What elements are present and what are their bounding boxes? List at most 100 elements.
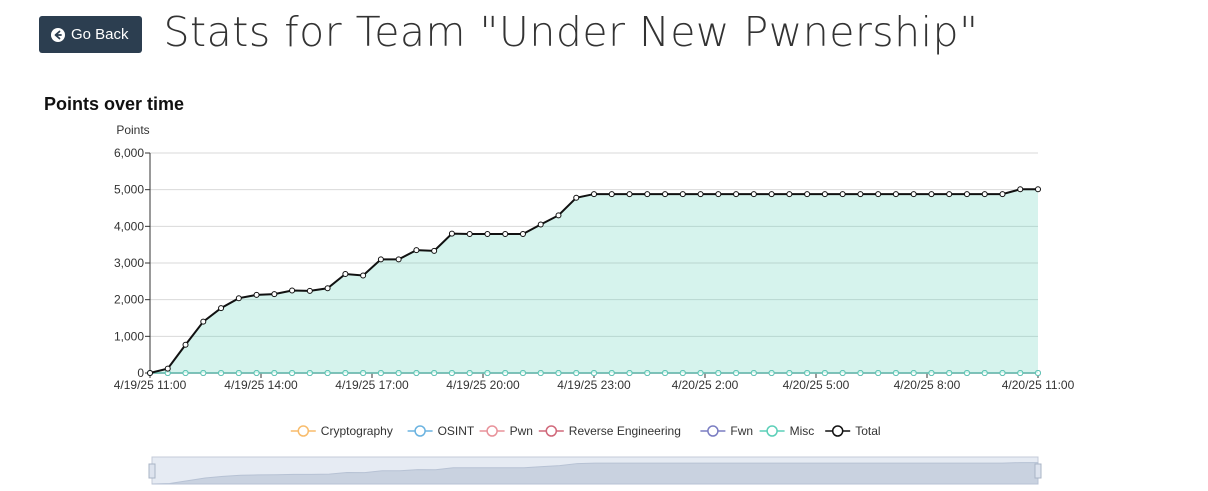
data-point-total [839,191,846,198]
data-point-total [999,191,1006,198]
data-point-total [768,191,775,198]
data-point-total [342,271,349,277]
legend-item-fwn[interactable]: Fwn [700,424,753,438]
data-point-misc [519,370,526,376]
data-point-misc [306,370,313,376]
data-point-total [626,191,633,198]
data-point-total [821,191,828,198]
legend-item-misc[interactable]: Misc [759,424,815,438]
data-point-misc [413,370,420,376]
data-point-total [697,191,704,198]
data-point-misc [591,370,597,376]
data-point-total [750,191,757,198]
legend-label: Fwn [730,424,753,438]
data-point-misc [377,370,384,376]
data-point-total [910,191,917,198]
x-tick-label: 4/19/25 23:00 [557,378,631,392]
zoom-slider-right-handle[interactable] [1034,463,1042,479]
data-point-misc [182,370,189,376]
data-point-total [235,295,242,302]
legend-item-pwn[interactable]: Pwn [479,424,533,438]
data-point-misc [200,370,207,376]
data-point-misc [804,370,811,376]
data-point-misc [289,370,296,376]
arrow-left-circle-icon [51,27,65,42]
data-point-total [963,191,970,198]
data-point-total [360,272,367,279]
data-point-misc [910,370,917,376]
data-point-misc [768,370,775,376]
y-axis-label: Points [116,123,149,137]
data-point-total [1017,186,1024,193]
data-point-misc [253,370,260,376]
y-tick-label: 4,000 [114,219,144,233]
data-point-misc [342,370,349,376]
legend-item-reverse-engineering[interactable]: Reverse Engineering [538,424,681,438]
zoom-slider-left-handle[interactable] [148,463,156,479]
data-point-total [804,191,811,198]
data-point-total [431,247,438,254]
go-back-label: Go Back [71,26,129,43]
data-point-misc [608,370,615,376]
data-point-total [875,191,882,198]
data-point-misc [537,370,544,376]
legend-label: Pwn [510,424,533,438]
data-point-total [644,191,651,198]
data-point-misc [448,370,455,376]
data-point-total [786,191,793,198]
legend-item-osint[interactable]: OSINT [407,424,475,438]
x-tick-label: 4/19/25 17:00 [335,378,409,392]
x-tick-label: 4/19/25 20:00 [446,378,520,392]
data-point-total [502,231,509,238]
page-title: Stats for Team "Under New Pwnership" [163,8,979,56]
y-tick-label: 2,000 [114,293,144,307]
data-point-misc [839,370,846,376]
data-point-total [164,365,171,372]
data-point-misc [431,370,438,376]
legend-label: OSINT [438,424,475,438]
x-tick-label: 4/20/25 2:00 [672,378,739,392]
chart-title: Points over time [44,94,185,114]
data-point-total [306,287,313,294]
go-back-button[interactable]: Go Back [39,16,142,53]
data-point-misc [1035,370,1041,376]
data-point-total [537,221,544,228]
data-point-total [573,194,580,201]
data-point-misc [360,370,367,376]
data-point-misc [555,370,562,376]
data-point-misc [626,370,633,376]
data-point-total [928,191,935,198]
data-point-total [218,305,225,312]
legend-item-total[interactable]: Total [825,424,881,438]
data-point-total [324,285,331,292]
data-point-misc [875,370,882,376]
data-point-total [377,256,384,263]
legend-label: Cryptography [321,424,393,438]
data-point-total [591,191,597,198]
data-point-total [662,191,669,198]
data-point-misc [679,370,686,376]
data-point-total [555,212,562,219]
legend-item-cryptography[interactable]: Cryptography [290,424,393,438]
data-point-misc [235,370,242,376]
legend-label: Reverse Engineering [569,424,681,438]
data-point-total [892,191,899,198]
y-tick-label: 0 [137,366,144,380]
data-point-misc [395,370,402,376]
page-header: Go Back Stats for Team "Under New Pwners… [39,8,979,56]
x-tick-label: 4/20/25 11:00 [1002,378,1075,392]
series-area-total [150,189,1038,373]
data-point-total [715,191,722,198]
data-point-misc [271,370,278,376]
data-point-misc [697,370,704,376]
x-tick-label: 4/19/25 11:00 [114,378,187,392]
data-point-misc [946,370,953,376]
data-point-total [200,318,207,325]
data-point-total [466,231,473,238]
data-point-misc [715,370,722,376]
data-point-total [289,287,296,294]
y-tick-label: 6,000 [114,146,144,160]
data-point-misc [324,370,331,376]
data-point-total [946,191,953,198]
data-point-misc [963,370,970,376]
